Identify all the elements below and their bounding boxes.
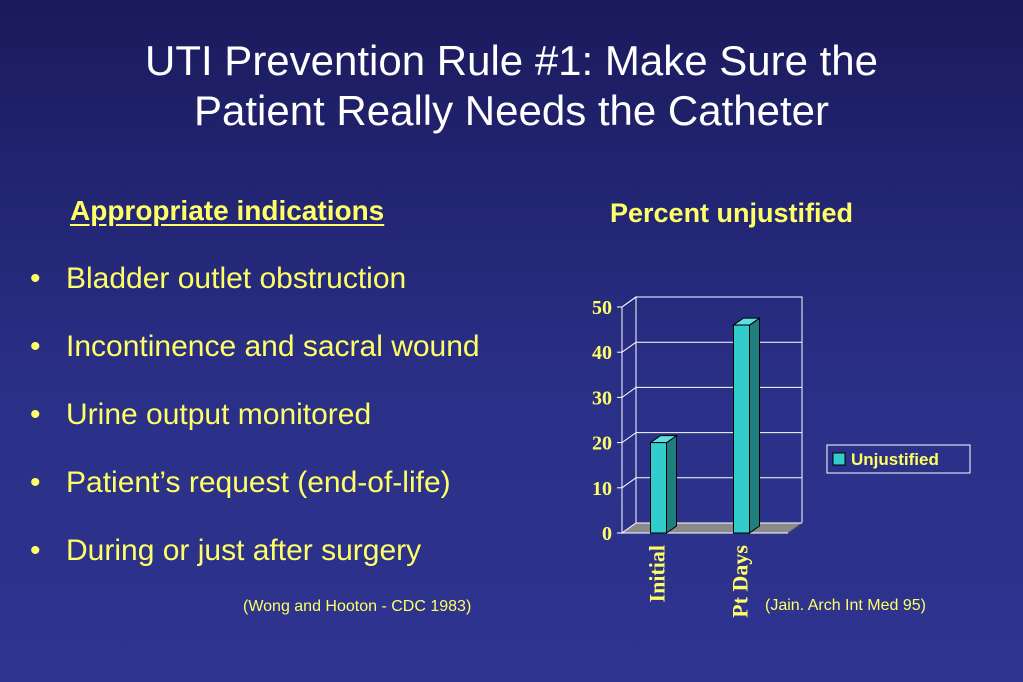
legend-label: Unjustified bbox=[851, 450, 939, 469]
bullet-text: During or just after surgery bbox=[66, 534, 422, 567]
bar bbox=[733, 324, 750, 534]
indications-heading: Appropriate indications bbox=[70, 195, 385, 226]
legend-box bbox=[826, 444, 971, 474]
bar-side bbox=[749, 317, 760, 534]
y-tick-label: 30 bbox=[592, 387, 612, 409]
category-label: Initial bbox=[645, 545, 670, 602]
legend-swatch bbox=[832, 452, 846, 466]
category-label: Pt Days bbox=[728, 545, 753, 618]
gridline bbox=[621, 386, 802, 398]
y-tick-label: 40 bbox=[592, 342, 612, 364]
citation-right: (Jain. Arch Int Med 95) bbox=[765, 597, 926, 614]
list-item: • During or just after surgery bbox=[30, 534, 480, 602]
title-line-1: UTI Prevention Rule #1: Make Sure the bbox=[144, 37, 879, 84]
list-item: • Urine output monitored bbox=[30, 398, 480, 466]
indications-list: • Bladder outlet obstruction • Incontinenc… bbox=[30, 262, 480, 602]
chart-side-wall bbox=[621, 296, 637, 534]
bullet-marker: • bbox=[30, 398, 41, 431]
y-tick-label: 50 bbox=[592, 297, 612, 319]
bullet-text: Patient’s request (end-of-life) bbox=[66, 466, 451, 499]
gridline bbox=[621, 341, 802, 353]
bullet-text: Incontinence and sacral wound bbox=[66, 330, 480, 363]
title-line-2: Patient Really Needs the Catheter bbox=[193, 87, 830, 134]
bullet-marker: • bbox=[30, 534, 41, 567]
list-item: • Incontinence and sacral wound bbox=[30, 330, 480, 398]
gridline bbox=[621, 296, 802, 308]
chart-floor bbox=[620, 522, 804, 534]
bullet-text: Bladder outlet obstruction bbox=[66, 262, 407, 295]
gridline bbox=[621, 432, 802, 444]
bullet-marker: • bbox=[30, 262, 41, 295]
bar-chart: 0 10 20 30 40 50 Initial Pt Days Unjustified bbox=[592, 296, 971, 618]
bullet-text: Urine output monitored bbox=[66, 398, 372, 431]
y-tick-label: 0 bbox=[602, 523, 612, 545]
y-tick-label: 10 bbox=[592, 478, 612, 500]
list-item: • Patient’s request (end-of-life) bbox=[30, 466, 480, 534]
bar-side bbox=[666, 434, 677, 534]
bar bbox=[650, 442, 667, 534]
citation-left: (Wong and Hooton - CDC 1983) bbox=[243, 598, 472, 615]
list-item: • Bladder outlet obstruction bbox=[30, 262, 480, 330]
chart-title: Percent unjustified bbox=[610, 198, 854, 228]
slide-title: UTI Prevention Rule #1: Make Sure the Pa… bbox=[0, 36, 1023, 136]
gridline bbox=[621, 477, 802, 489]
bullet-marker: • bbox=[30, 466, 41, 499]
y-tick-label: 20 bbox=[592, 433, 612, 455]
bullet-marker: • bbox=[30, 330, 41, 363]
